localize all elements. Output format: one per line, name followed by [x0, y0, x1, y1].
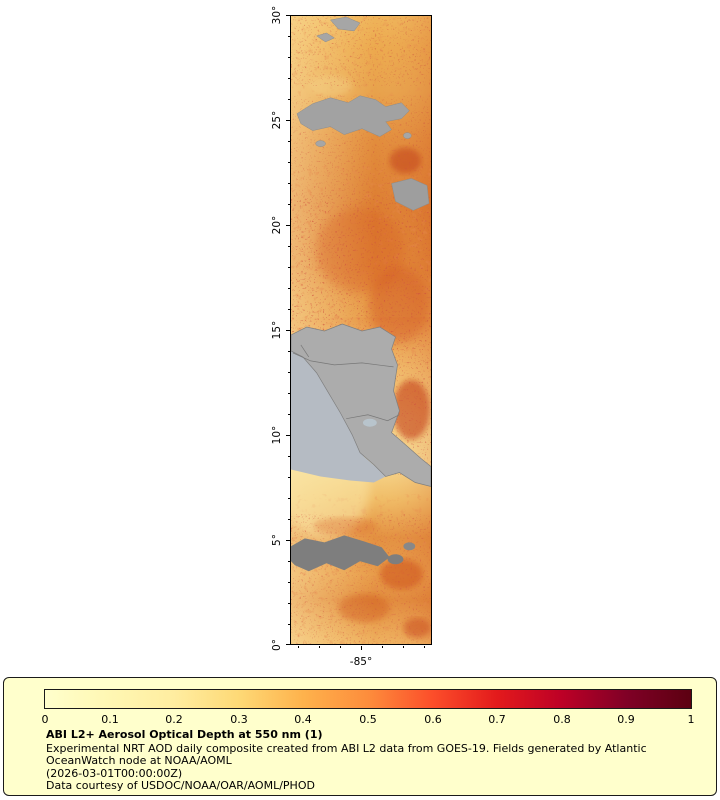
colorbar-tick-label: 0.9	[617, 713, 635, 726]
lon-tick-label: -85°	[349, 656, 373, 668]
pacific-nodata-area	[291, 344, 386, 483]
lon-minor-ticks	[298, 646, 426, 648]
colorbar-tick-label: 1	[687, 713, 695, 726]
chart-description: Experimental NRT AOD daily composite cre…	[46, 741, 647, 767]
lat-tick	[286, 435, 290, 436]
lat-tick	[286, 225, 290, 226]
cuba-landmass	[296, 95, 410, 137]
colorbar-tick-label: 0.7	[488, 713, 506, 726]
land-layer	[291, 16, 431, 487]
lat-tick	[286, 15, 290, 16]
chart-timestamp: (2026-03-01T00:00:00Z)	[46, 766, 183, 780]
colorbar-gradient	[44, 689, 692, 709]
central-america-landmass	[291, 323, 431, 487]
aod-map-panel	[290, 15, 432, 645]
colorbar-tick-label: 0.6	[424, 713, 442, 726]
chart-credit: Data courtesy of USDOC/NOAA/OAR/AOML/PHO…	[46, 779, 315, 792]
colorbar-tick-label: 0.5	[359, 713, 377, 726]
lat-tick	[286, 644, 290, 645]
colorbar-tick-label: 0.3	[230, 713, 248, 726]
colorbar-tick-label: 0.4	[294, 713, 312, 726]
country-borders	[292, 344, 400, 422]
colorbar-tick-label: 0	[41, 713, 49, 726]
lat-tick	[286, 120, 290, 121]
lon-tick	[361, 646, 362, 650]
aod-map-image	[291, 16, 431, 644]
lat-tick	[286, 540, 290, 541]
legend-panel: 0 0.1 0.2 0.3 0.4 0.5 0.6 0.7 0.8 0.9 1 …	[3, 677, 717, 796]
colorbar-tick-label: 0.1	[101, 713, 119, 726]
colorbar-tick-label: 0.8	[553, 713, 571, 726]
colorbar-tick-label: 0.2	[165, 713, 183, 726]
lake-nicaragua	[362, 418, 377, 427]
legend-text-block: ABI L2+ Aerosol Optical Depth at 550 nm …	[46, 728, 694, 793]
chart-title: ABI L2+ Aerosol Optical Depth at 550 nm …	[46, 728, 323, 741]
lat-tick	[286, 330, 290, 331]
cloud-layer	[291, 535, 416, 572]
